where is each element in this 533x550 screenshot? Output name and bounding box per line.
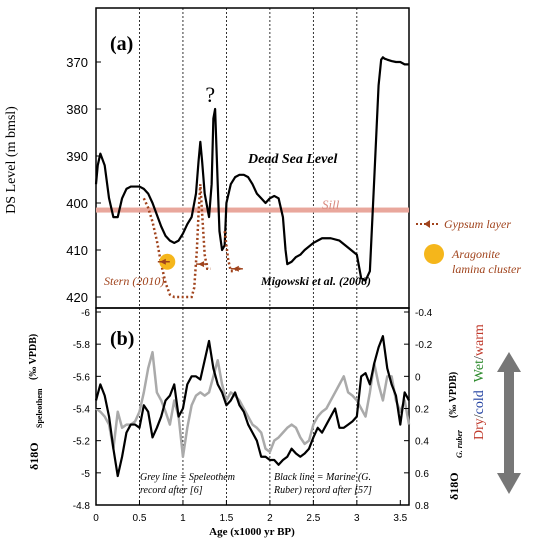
panel-b-label: (b) bbox=[110, 328, 134, 350]
ytick-label-b-left: -5.2 bbox=[73, 437, 91, 448]
panel-b-frame bbox=[95, 307, 410, 506]
panel-b-xlabel: Age (x1000 yr BP) bbox=[209, 526, 295, 538]
panel-b-vlines bbox=[139, 308, 358, 505]
ytick-label-a: 380 bbox=[66, 102, 88, 117]
sill-band bbox=[96, 207, 409, 213]
cold-label: cold bbox=[472, 390, 487, 414]
dry-label: Dry bbox=[472, 418, 487, 440]
ylabel-left-unit: (‰ VPDB) bbox=[28, 334, 39, 380]
ylabel-right-sub: G. ruber bbox=[455, 429, 464, 458]
ytick-label-b-left: -5.4 bbox=[73, 405, 91, 416]
migowski-label: Migowski et al. (2006) bbox=[260, 274, 371, 288]
ytick-label-b-right: 0.4 bbox=[415, 437, 429, 448]
gypsum-mark-arrow bbox=[232, 265, 239, 272]
panel-b-xticks: 0 0.5 1 1.5 2 2.5 3 3.5 bbox=[93, 500, 408, 524]
warm-label: warm bbox=[472, 324, 487, 356]
speleothem-line bbox=[95, 350, 411, 458]
panel-b-yticks-right: -0.4 -0.2 0 0.2 0.4 0.6 0.8 bbox=[404, 308, 433, 512]
xtick-label-b: 2 bbox=[267, 513, 273, 524]
black-note-1: Black line = Marine (G. bbox=[274, 472, 371, 483]
gypsum-mark-arrow bbox=[198, 261, 205, 268]
grey-note-2: record after [6] bbox=[140, 485, 203, 496]
panel-a-ylabel: DS Level (m bmsl) bbox=[4, 106, 19, 214]
climate-arrow-head-down bbox=[497, 473, 521, 494]
ytick-label-a: 400 bbox=[66, 196, 88, 211]
ytick-label-b-right: 0.6 bbox=[415, 469, 429, 480]
panel-b-ylabel-left: δ18O Speleothem (‰ VPDB) bbox=[27, 334, 44, 470]
panel-b-yticks-left: -6 -5.8 -5.6 -5.4 -5.2 -5 -4.8 bbox=[73, 308, 101, 512]
gypsum-mark-arrow bbox=[159, 258, 166, 265]
xtick-label-b: 0.5 bbox=[133, 513, 147, 524]
gypsum-legend-text: Gypsum layer bbox=[444, 217, 511, 231]
xtick-label-b: 0 bbox=[93, 513, 99, 524]
ytick-label-a: 410 bbox=[66, 243, 88, 258]
marine-line bbox=[94, 335, 410, 478]
ytick-label-b-left: -5 bbox=[81, 469, 90, 480]
legend-aragonite: Aragonite lamina cluster bbox=[424, 244, 521, 276]
ytick-label-b-left: -5.6 bbox=[73, 372, 91, 383]
xtick-label-b: 1.5 bbox=[219, 513, 233, 524]
ytick-label-a: 370 bbox=[66, 55, 88, 70]
gypsum-legend-marker bbox=[424, 220, 430, 228]
black-note-2: Ruber) record after [57] bbox=[273, 485, 372, 496]
dead-sea-level-line bbox=[94, 56, 409, 282]
panel-a-marks bbox=[157, 253, 243, 272]
panel-a-yticks: 370 380 390 400 410 420 bbox=[66, 55, 101, 305]
ylabel-left-sub: Speleothem bbox=[35, 388, 44, 428]
dead-sea-label: Dead Sea Level bbox=[247, 152, 338, 167]
panel-b-ylabel-right: δ18O G. ruber (‰ VPDB) bbox=[447, 372, 464, 500]
aragonite-legend-text-2: lamina cluster bbox=[452, 262, 521, 276]
gypsum-line-2 bbox=[223, 231, 241, 273]
climate-arrow bbox=[497, 352, 521, 494]
ytick-label-b-left: -6 bbox=[81, 308, 90, 319]
aragonite-legend-text-1: Aragonite bbox=[451, 247, 501, 261]
ytick-label-b-left: -5.8 bbox=[73, 340, 91, 351]
panel-b-series bbox=[94, 335, 411, 478]
climate-arrow-shaft bbox=[504, 370, 514, 475]
ytick-label-b-right: 0.8 bbox=[415, 501, 429, 512]
xtick-label-b: 1 bbox=[180, 513, 186, 524]
panel-a-label: (a) bbox=[110, 33, 133, 55]
xtick-label-b: 3 bbox=[354, 513, 360, 524]
wet-label: Wet bbox=[472, 360, 487, 382]
climate-label: Dry/coldWet/warm bbox=[472, 324, 487, 440]
climate-arrow-head-up bbox=[497, 352, 521, 372]
panel-a-series bbox=[94, 56, 409, 299]
xtick-label-b: 2.5 bbox=[306, 513, 320, 524]
ylabel-right-unit: (‰ VPDB) bbox=[448, 372, 459, 418]
question-mark: ? bbox=[205, 82, 215, 107]
ytick-label-b-right: -0.2 bbox=[415, 340, 433, 351]
sill-label: Sill bbox=[322, 197, 340, 212]
ylabel-left-main: δ18O bbox=[27, 442, 41, 470]
ytick-label-b-right: 0.2 bbox=[415, 405, 429, 416]
ytick-label-b-left: -4.8 bbox=[73, 501, 91, 512]
legend-gypsum: Gypsum layer bbox=[416, 217, 511, 231]
climate-label-text: Dry/coldWet/warm bbox=[472, 324, 487, 440]
aragonite-legend-dot bbox=[424, 244, 444, 264]
ytick-label-a: 390 bbox=[66, 149, 88, 164]
grey-note-1: Grey line = Speleothem bbox=[140, 472, 235, 483]
ytick-label-b-right: -0.4 bbox=[415, 308, 433, 319]
ytick-label-b-right: 0 bbox=[415, 372, 421, 383]
ytick-label-a: 420 bbox=[66, 290, 88, 305]
xtick-label-b: 3.5 bbox=[393, 513, 407, 524]
ylabel-right-main: δ18O bbox=[447, 472, 461, 500]
stern-label: Stern (2010) bbox=[104, 274, 164, 288]
